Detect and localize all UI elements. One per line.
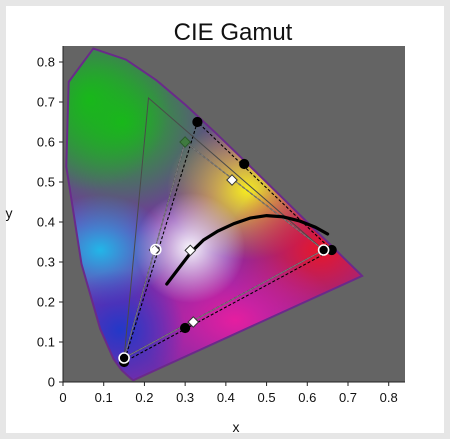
y-tick-label: 0.7 [37, 95, 55, 110]
y-tick-label: 0.8 [37, 55, 55, 70]
x-tick-label: 0.4 [217, 390, 235, 405]
y-axis-label: y [6, 205, 13, 221]
x-tick-label: 0.3 [176, 390, 194, 405]
data-point-extra-2 [150, 243, 162, 256]
y-tick-label: 0.3 [37, 255, 55, 270]
data-point-series4-0 [226, 174, 238, 186]
y-tick-label: 0 [48, 375, 55, 390]
x-tick-label: 0.1 [95, 390, 113, 405]
data-point-series3-0 [317, 244, 330, 256]
data-point-extra-0 [239, 158, 250, 170]
y-tick-label: 0.5 [37, 175, 55, 190]
x-tick-label: 0.8 [380, 390, 398, 405]
y-tick-label: 0.6 [37, 135, 55, 150]
data-point-extra-1 [180, 322, 191, 334]
x-tick-label: 0.7 [339, 390, 357, 405]
data-point-series3-1 [118, 352, 130, 364]
y-tick-label: 0.2 [37, 295, 55, 310]
spectral-locus-outline [65, 47, 364, 382]
x-tick-label: 0.2 [135, 390, 153, 405]
gamut-triangle-2 [123, 120, 333, 364]
data-point-extra-4 [179, 136, 192, 148]
x-tick-label: 0 [59, 390, 66, 405]
data-point-series4-2 [187, 316, 200, 328]
data-markers [118, 116, 337, 368]
y-tick-label: 0.1 [37, 335, 55, 350]
data-point-extra-3 [184, 244, 197, 257]
y-axis-ticks: 0 0.1 0.2 0.3 0.4 0.5 0.6 0.7 0.8 [37, 55, 63, 390]
x-axis-ticks: 0 0.1 0.2 0.3 0.4 0.5 0.6 0.7 0.8 [59, 382, 398, 405]
data-point-series2-1 [192, 116, 203, 128]
x-tick-label: 0.6 [298, 390, 316, 405]
x-tick-label: 0.5 [258, 390, 276, 405]
chart-title: CIE Gamut [174, 19, 293, 46]
x-axis-label: x [233, 419, 240, 435]
y-tick-label: 0.4 [37, 215, 55, 230]
